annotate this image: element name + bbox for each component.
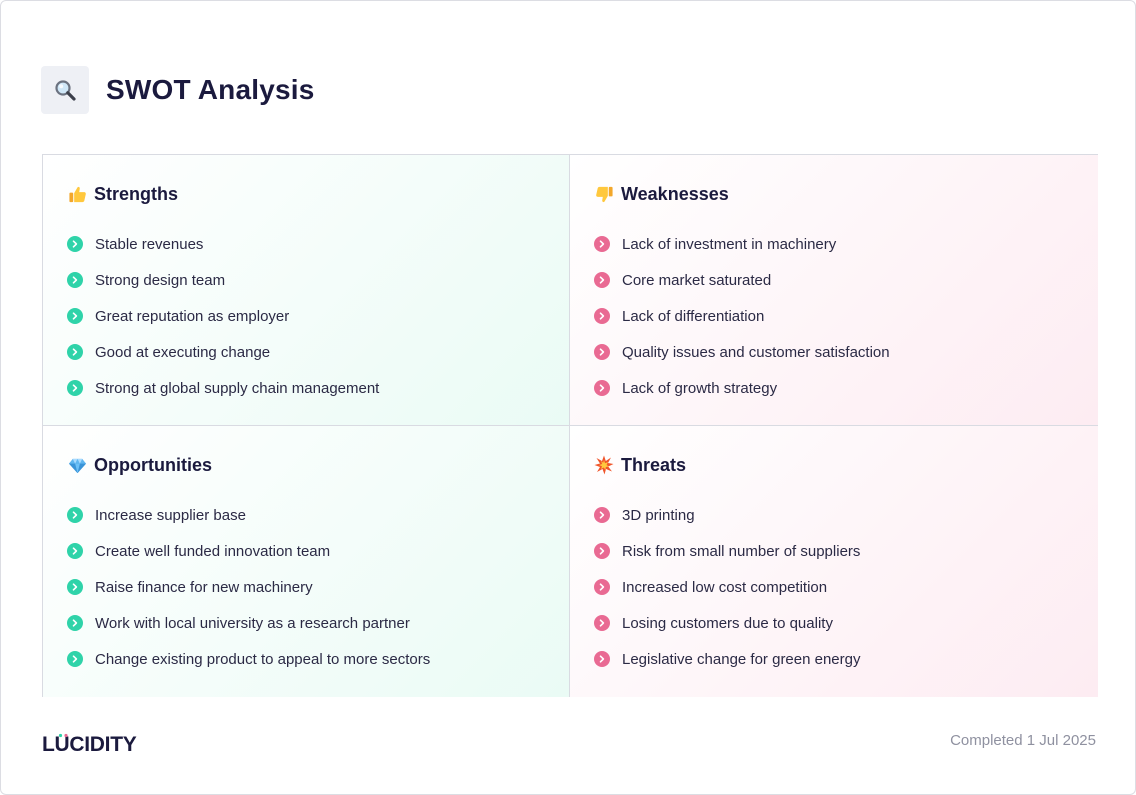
list-item-text: Lack of investment in machinery <box>622 235 837 253</box>
list-item-text: Risk from small number of suppliers <box>622 542 861 560</box>
chevron-right-icon <box>594 236 610 252</box>
page-title: SWOT Analysis <box>106 74 315 105</box>
list-item-text: Strong at global supply chain management <box>95 379 380 397</box>
chevron-right-icon <box>67 507 83 523</box>
chevron-right-icon <box>594 380 610 396</box>
list-item: Core market saturated <box>594 262 1074 298</box>
list-item: Good at executing change <box>67 334 545 370</box>
strengths-header: Strengths <box>67 183 545 205</box>
chevron-right-icon <box>67 615 83 631</box>
list-item: Lack of investment in machinery <box>594 226 1074 262</box>
chevron-right-icon <box>67 272 83 288</box>
lucidity-logo: LUCIDITY <box>42 729 142 757</box>
list-item-text: Create well funded innovation team <box>95 542 331 560</box>
completed-date: Completed 1 Jul 2025 <box>950 732 1096 749</box>
list-item: Change existing product to appeal to mor… <box>67 641 545 677</box>
chevron-right-icon <box>67 543 83 559</box>
list-item-text: Increased low cost competition <box>622 578 828 596</box>
list-item: Stable revenues <box>67 226 545 262</box>
magnifying-glass-icon <box>41 66 89 114</box>
list-item: Legislative change for green energy <box>594 641 1074 677</box>
list-item-text: Raise finance for new machinery <box>95 578 313 596</box>
chevron-right-icon <box>594 507 610 523</box>
chevron-right-icon <box>594 272 610 288</box>
weaknesses-list: Lack of investment in machinery Core mar… <box>594 226 1074 406</box>
list-item: Lack of differentiation <box>594 298 1074 334</box>
strengths-title: Strengths <box>94 183 179 204</box>
chevron-right-icon <box>67 308 83 324</box>
chevron-right-icon <box>594 615 610 631</box>
list-item-text: Great reputation as employer <box>95 307 290 325</box>
chevron-right-icon <box>67 236 83 252</box>
opportunities-quadrant: Opportunities Increase supplier base Cre… <box>43 426 570 697</box>
list-item: Raise finance for new machinery <box>67 569 545 605</box>
thumbs-up-icon <box>67 184 87 204</box>
chevron-right-icon <box>594 579 610 595</box>
list-item-text: Lack of growth strategy <box>622 379 778 397</box>
list-item: Increased low cost competition <box>594 569 1074 605</box>
list-item: Lack of growth strategy <box>594 370 1074 406</box>
list-item: Create well funded innovation team <box>67 533 545 569</box>
threats-header: Threats <box>594 454 1074 476</box>
chevron-right-icon <box>67 344 83 360</box>
chevron-right-icon <box>594 344 610 360</box>
list-item: Strong at global supply chain management <box>67 370 545 406</box>
chevron-right-icon <box>67 651 83 667</box>
list-item-text: Increase supplier base <box>95 506 246 524</box>
list-item: Increase supplier base <box>67 497 545 533</box>
list-item-text: Work with local university as a research… <box>95 614 410 632</box>
weaknesses-header: Weaknesses <box>594 183 1074 205</box>
opportunities-header: Opportunities <box>67 454 545 476</box>
thumbs-down-icon <box>594 184 614 204</box>
list-item: Strong design team <box>67 262 545 298</box>
list-item: Risk from small number of suppliers <box>594 533 1074 569</box>
weaknesses-quadrant: Weaknesses Lack of investment in machine… <box>570 155 1098 426</box>
list-item-text: Lack of differentiation <box>622 307 765 325</box>
list-item: Quality issues and customer satisfaction <box>594 334 1074 370</box>
opportunities-title: Opportunities <box>94 454 212 475</box>
list-item-text: Quality issues and customer satisfaction <box>622 343 890 361</box>
chevron-right-icon <box>594 543 610 559</box>
list-item-text: Good at executing change <box>95 343 271 361</box>
chevron-right-icon <box>594 651 610 667</box>
opportunities-list: Increase supplier base Create well funde… <box>67 497 545 677</box>
list-item-text: Change existing product to appeal to mor… <box>95 650 431 668</box>
collision-icon <box>594 455 614 475</box>
swot-grid: Strengths Stable revenues Strong design … <box>42 154 1098 697</box>
lucidity-logo-mark: LUCIDITY <box>42 733 137 755</box>
lucidity-logo-text: LUCIDITY <box>42 733 137 755</box>
strengths-quadrant: Strengths Stable revenues Strong design … <box>43 155 570 426</box>
weaknesses-title: Weaknesses <box>621 183 729 204</box>
list-item-text: Strong design team <box>95 271 226 289</box>
strengths-list: Stable revenues Strong design team Great… <box>67 226 545 406</box>
list-item-text: Legislative change for green energy <box>622 650 861 668</box>
list-item: 3D printing <box>594 497 1074 533</box>
list-item-text: 3D printing <box>622 506 695 524</box>
list-item-text: Losing customers due to quality <box>622 614 833 632</box>
header: SWOT Analysis <box>41 65 315 115</box>
chevron-right-icon <box>594 308 610 324</box>
chevron-right-icon <box>67 579 83 595</box>
list-item: Work with local university as a research… <box>67 605 545 641</box>
gem-icon <box>67 455 87 475</box>
chevron-right-icon <box>67 380 83 396</box>
list-item-text: Core market saturated <box>622 271 772 289</box>
threats-quadrant: Threats 3D printing Risk from small numb… <box>570 426 1098 697</box>
list-item-text: Stable revenues <box>95 235 204 253</box>
list-item: Losing customers due to quality <box>594 605 1074 641</box>
threats-title: Threats <box>621 454 687 475</box>
threats-list: 3D printing Risk from small number of su… <box>594 497 1074 677</box>
list-item: Great reputation as employer <box>67 298 545 334</box>
